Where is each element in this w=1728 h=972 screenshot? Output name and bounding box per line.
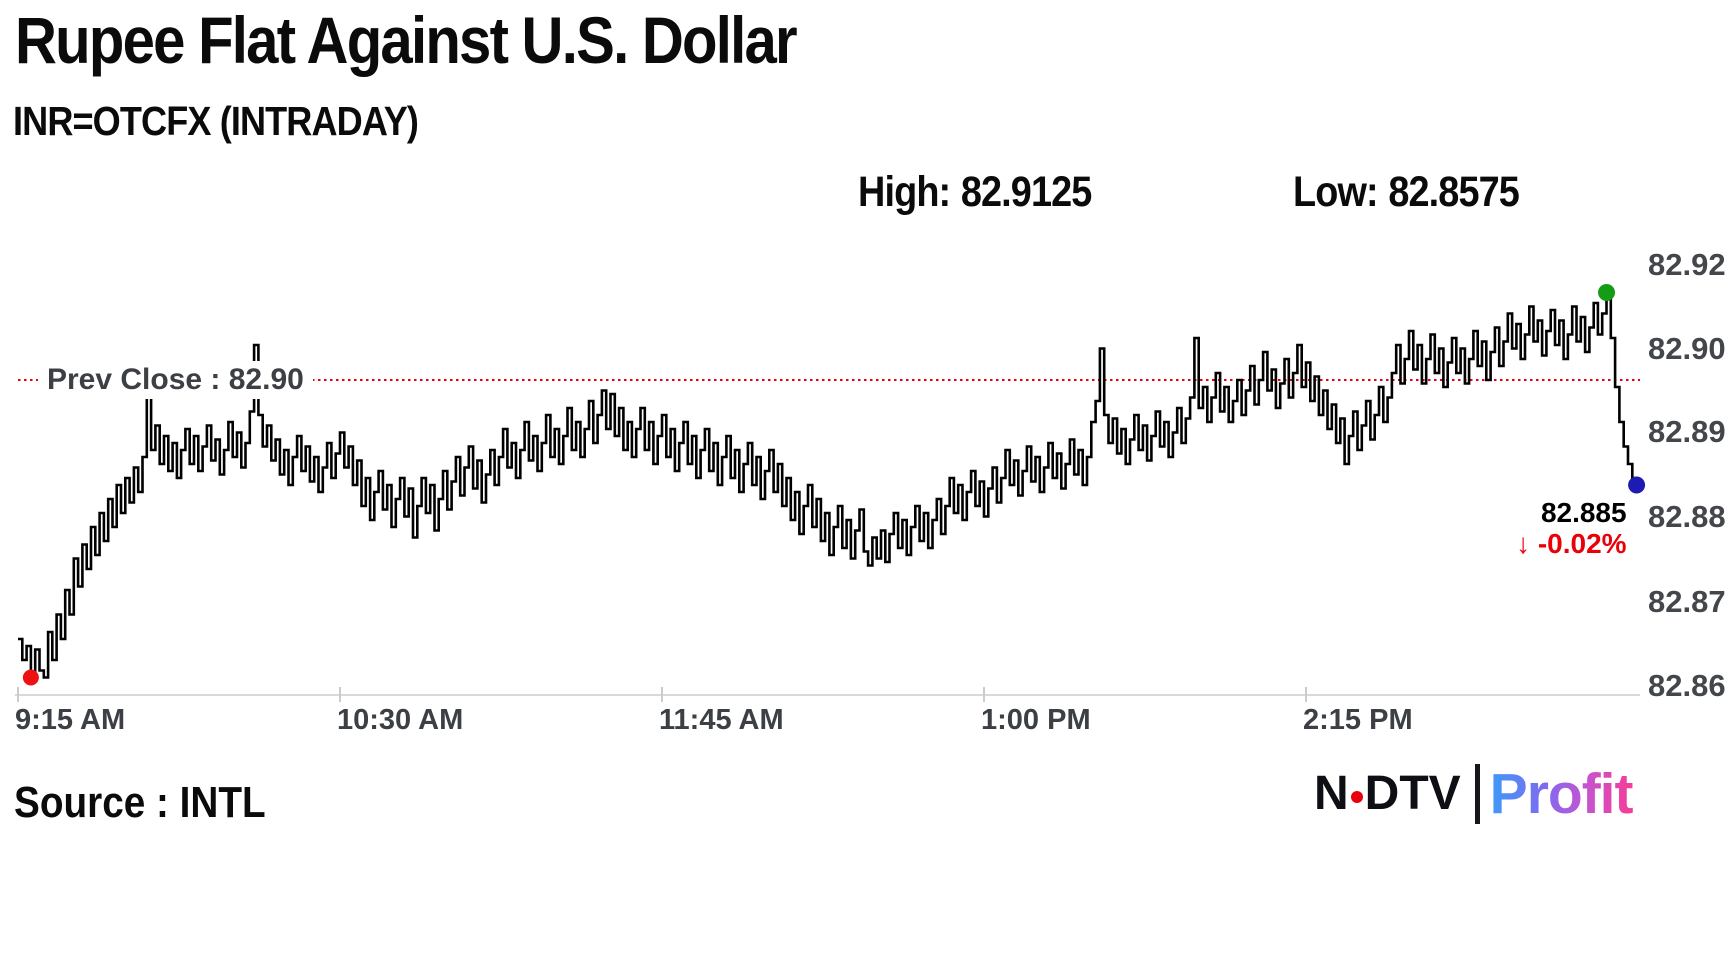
- ndtv-profit-logo: N DTV Profit: [1314, 764, 1633, 824]
- low-stat-text: Low: 82.8575: [1293, 168, 1520, 217]
- last-price-annotation: 82.885 ↓ -0.02%: [1427, 499, 1627, 558]
- x-axis-label-1:00-PM: 1:00 PM: [981, 704, 1091, 736]
- x-axis-label-2:15-PM: 2:15 PM: [1303, 704, 1413, 736]
- page-title: Rupee Flat Against U.S. Dollar: [15, 3, 902, 77]
- last-price-value: 82.885: [1540, 497, 1627, 528]
- page-title-text: Rupee Flat Against U.S. Dollar: [15, 3, 798, 77]
- high-stat: High: 82.9125: [858, 168, 1123, 217]
- ndtv-letter-n: N: [1314, 767, 1349, 820]
- low-value: 82.8575: [1388, 168, 1520, 216]
- y-axis-label-82.87: 82.87: [1648, 584, 1726, 619]
- last-marker-dot: [1628, 476, 1646, 494]
- y-axis-label-82.89: 82.89: [1648, 414, 1726, 449]
- ndtv-wordmark: N DTV: [1314, 770, 1461, 818]
- profit-wordmark: Profit: [1489, 761, 1634, 826]
- y-axis-label-82.92: 82.92: [1648, 247, 1726, 282]
- instrument-subtitle: INR=OTCFX (INTRADAY): [13, 98, 473, 145]
- prev-close-label: Prev Close : 82.90: [38, 361, 313, 399]
- y-axis-label-82.88: 82.88: [1648, 499, 1726, 534]
- x-axis-label-9:15-AM: 9:15 AM: [15, 704, 126, 736]
- down-arrow-icon: ↓: [1516, 528, 1531, 559]
- x-axis-label-10:30-AM: 10:30 AM: [337, 704, 464, 736]
- instrument-subtitle-text: INR=OTCFX (INTRADAY): [13, 98, 419, 144]
- low-label: Low:: [1293, 168, 1379, 216]
- change-percent: -0.02%: [1537, 528, 1627, 559]
- x-axis-label-11:45-AM: 11:45 AM: [659, 704, 784, 736]
- change-value: ↓ -0.02%: [1427, 530, 1627, 558]
- low-marker-dot: [22, 669, 39, 686]
- ndtv-letters-dtv: DTV: [1364, 767, 1461, 820]
- y-axis-label-82.86: 82.86: [1648, 668, 1726, 703]
- high-marker-dot: [1598, 284, 1616, 301]
- y-axis-label-82.90: 82.90: [1648, 331, 1726, 366]
- high-value: 82.9125: [960, 168, 1093, 216]
- low-stat: Low: 82.8575: [1293, 168, 1550, 217]
- high-stat-text: High: 82.9125: [858, 168, 1093, 217]
- high-label: High:: [858, 168, 951, 216]
- logo-divider: [1474, 764, 1480, 824]
- ndtv-red-dot-icon: [1350, 791, 1363, 803]
- source-label-text: Source : INTL: [14, 778, 266, 827]
- source-label: Source : INTL: [14, 778, 300, 828]
- price-line: [18, 291, 1638, 679]
